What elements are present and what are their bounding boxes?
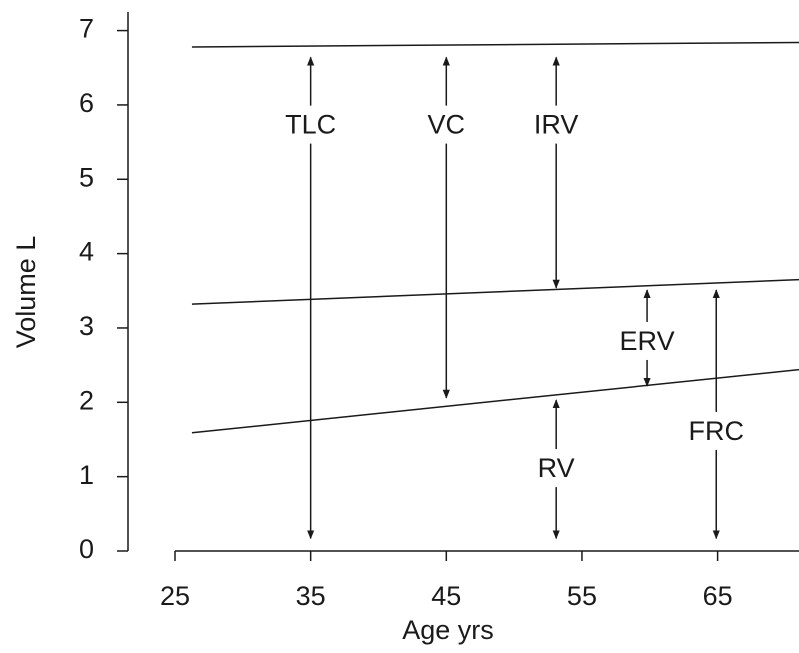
y-tick-label: 6 [79,88,94,118]
annotation-label: VC [428,110,466,140]
x-tick-label: 65 [703,581,733,611]
line [191,278,799,305]
y-tick-label: 0 [79,534,94,564]
x-tick-label: 55 [567,581,597,611]
line [191,368,799,434]
label-background [535,449,577,488]
annotation-label: IRV [534,110,579,140]
label-background [531,105,581,144]
label-background [425,105,468,144]
y-axis-title: Volume L [11,236,41,349]
x-tick-label: 35 [296,581,326,611]
y-tick-label: 5 [79,162,94,192]
annotation-label: FRC [689,416,745,446]
y-tick-label: 3 [79,311,94,341]
label-background [617,321,677,360]
y-tick-label: 2 [79,385,94,415]
label-background [686,411,747,450]
annotation-label: TLC [285,110,336,140]
label-background [283,105,339,144]
x-tick-label: 45 [431,581,461,611]
y-tick-label: 1 [79,460,94,490]
x-axis-title: Age yrs [402,615,494,645]
annotation-label: RV [538,453,575,483]
y-tick-label: 7 [79,14,94,44]
line [191,41,799,48]
y-tick-label: 4 [79,237,94,267]
annotation-label: ERV [620,326,675,356]
x-tick-label: 25 [160,581,190,611]
